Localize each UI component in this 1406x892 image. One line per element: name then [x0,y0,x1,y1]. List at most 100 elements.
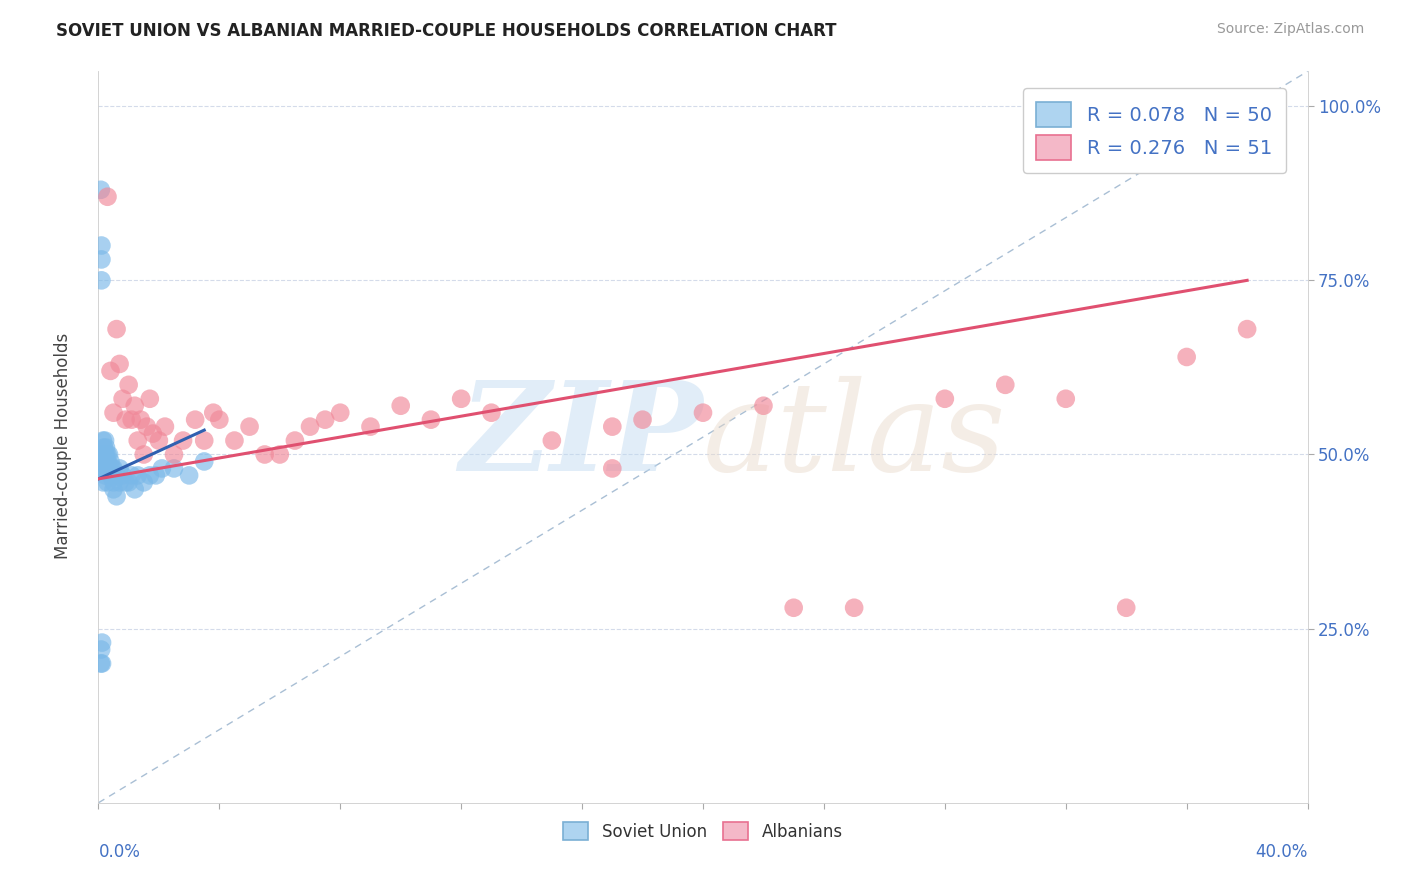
Point [96,190,118,204]
Point [150,461,173,475]
Point [179,468,201,483]
Point [145,468,167,483]
Point [299,419,322,434]
Point [93,448,115,462]
Point [163,448,186,462]
Point [139,392,162,406]
Point [481,406,503,420]
Point [94,434,117,448]
Point [114,475,136,490]
Point [105,489,128,503]
Point [101,461,124,475]
Point [752,399,775,413]
Point [94,468,117,483]
Point [121,412,143,426]
Point [184,412,207,426]
Point [127,434,149,448]
Point [90,642,112,657]
Point [91,475,114,490]
Point [91,434,114,448]
Point [103,461,125,475]
Point [193,434,215,448]
Point [1115,600,1137,615]
Text: SOVIET UNION VS ALBANIAN MARRIED-COUPLE HOUSEHOLDS CORRELATION CHART: SOVIET UNION VS ALBANIAN MARRIED-COUPLE … [56,22,837,40]
Point [90,238,112,252]
Point [103,406,125,420]
Point [142,426,165,441]
Point [91,448,114,462]
Point [118,377,141,392]
Point [118,475,141,490]
Point [91,657,114,671]
Point [96,448,118,462]
Point [135,419,157,434]
Point [96,454,118,468]
Point [360,419,382,434]
Point [129,412,152,426]
Point [91,461,114,475]
Point [111,468,134,483]
Point [90,273,112,287]
Point [100,468,122,483]
Text: atlas: atlas [703,376,1007,498]
Point [114,412,136,426]
Point [202,406,225,420]
Point [121,468,143,483]
Point [193,454,215,468]
Point [91,635,114,649]
Point [314,412,336,426]
Point [1054,392,1077,406]
Point [93,441,115,455]
Text: 0.0%: 0.0% [98,843,141,861]
Point [153,419,176,434]
Point [163,461,186,475]
Point [934,392,956,406]
Point [90,252,112,267]
Point [98,461,121,475]
Point [692,406,714,420]
Text: Source: ZipAtlas.com: Source: ZipAtlas.com [1216,22,1364,37]
Point [269,448,291,462]
Point [602,419,624,434]
Point [98,448,121,462]
Point [93,461,115,475]
Text: 40.0%: 40.0% [1256,843,1308,861]
Point [172,434,194,448]
Point [631,412,654,426]
Point [1175,350,1198,364]
Point [111,392,134,406]
Point [108,357,131,371]
Point [124,483,146,497]
Point [132,475,155,490]
Point [105,468,128,483]
Point [450,392,472,406]
Text: Married-couple Households: Married-couple Households [55,333,72,559]
Point [253,448,276,462]
Point [100,454,122,468]
Point [389,399,412,413]
Point [208,412,231,426]
Point [132,448,155,462]
Point [93,454,115,468]
Point [94,448,117,462]
Point [90,183,112,197]
Point [239,419,262,434]
Point [108,475,131,490]
Point [96,475,118,490]
Point [127,468,149,483]
Point [103,483,125,497]
Legend: Soviet Union, Albanians: Soviet Union, Albanians [555,814,851,849]
Point [139,468,162,483]
Point [420,412,443,426]
Point [783,600,806,615]
Point [994,377,1017,392]
Point [100,364,122,378]
Point [540,434,562,448]
Point [105,322,128,336]
Point [329,406,352,420]
Point [844,600,866,615]
Point [284,434,307,448]
Point [224,434,246,448]
Point [602,461,624,475]
Point [93,448,115,462]
